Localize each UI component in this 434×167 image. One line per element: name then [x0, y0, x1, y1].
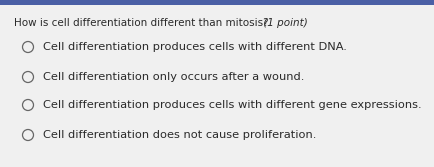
- Text: How is cell differentiation different than mitosis?: How is cell differentiation different th…: [14, 18, 269, 28]
- Text: (1 point): (1 point): [260, 18, 308, 28]
- Text: Cell differentiation only occurs after a wound.: Cell differentiation only occurs after a…: [43, 72, 304, 82]
- Bar: [0, 0, 434, 5]
- Text: Cell differentiation produces cells with different gene expressions.: Cell differentiation produces cells with…: [43, 100, 421, 110]
- Text: Cell differentiation produces cells with different DNA.: Cell differentiation produces cells with…: [43, 42, 347, 52]
- Text: Cell differentiation does not cause proliferation.: Cell differentiation does not cause prol…: [43, 130, 316, 140]
